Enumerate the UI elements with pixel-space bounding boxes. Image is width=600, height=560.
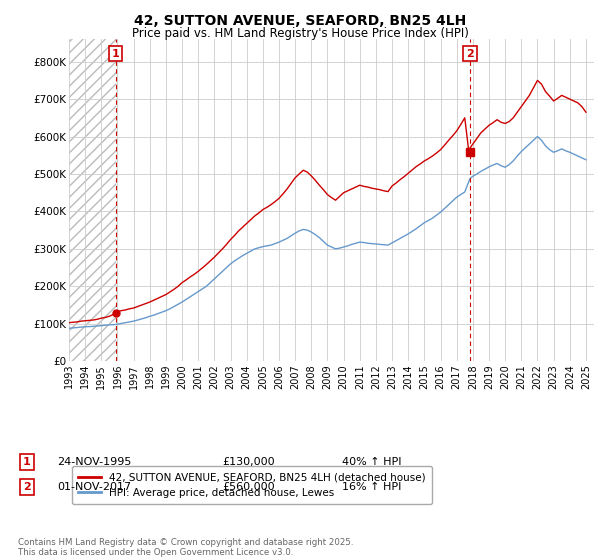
Text: 40% ↑ HPI: 40% ↑ HPI [342, 457, 401, 467]
Text: 2: 2 [23, 482, 31, 492]
Text: £560,000: £560,000 [222, 482, 275, 492]
Text: 16% ↑ HPI: 16% ↑ HPI [342, 482, 401, 492]
Text: £130,000: £130,000 [222, 457, 275, 467]
Text: 42, SUTTON AVENUE, SEAFORD, BN25 4LH: 42, SUTTON AVENUE, SEAFORD, BN25 4LH [134, 14, 466, 28]
Text: 1: 1 [112, 49, 120, 59]
Legend: 42, SUTTON AVENUE, SEAFORD, BN25 4LH (detached house), HPI: Average price, detac: 42, SUTTON AVENUE, SEAFORD, BN25 4LH (de… [71, 466, 432, 504]
Text: 1: 1 [23, 457, 31, 467]
Bar [69, 39, 116, 361]
Text: 01-NOV-2017: 01-NOV-2017 [57, 482, 131, 492]
Text: Contains HM Land Registry data © Crown copyright and database right 2025.
This d: Contains HM Land Registry data © Crown c… [18, 538, 353, 557]
Text: 2: 2 [466, 49, 474, 59]
Text: 24-NOV-1995: 24-NOV-1995 [57, 457, 131, 467]
Text: Price paid vs. HM Land Registry's House Price Index (HPI): Price paid vs. HM Land Registry's House … [131, 27, 469, 40]
